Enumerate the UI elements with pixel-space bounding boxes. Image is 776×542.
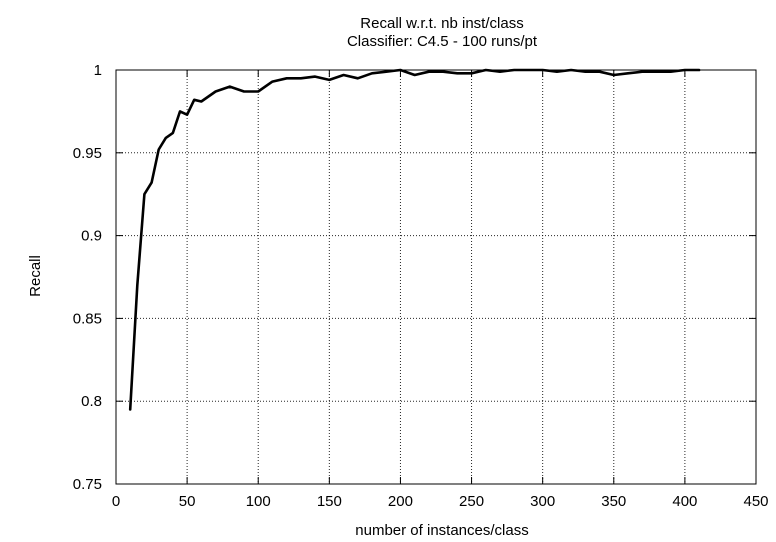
- series-line: [128, 68, 701, 411]
- x-tick-label: 100: [246, 493, 271, 510]
- series-layer: [128, 68, 701, 411]
- x-tick-label: 450: [743, 493, 768, 510]
- chart-title: Recall w.r.t. nb inst/class: [360, 15, 523, 32]
- x-tick-label: 150: [317, 493, 342, 510]
- x-tick-label: 0: [112, 493, 120, 510]
- y-tick-label: 0.95: [73, 145, 102, 162]
- y-tick-label: 0.75: [73, 476, 102, 493]
- x-tick-label: 250: [459, 493, 484, 510]
- x-tick-label: 400: [672, 493, 697, 510]
- x-axis-label: number of instances/class: [355, 522, 528, 539]
- y-tick-label: 0.8: [81, 393, 102, 410]
- chart-subtitle: Classifier: C4.5 - 100 runs/pt: [347, 33, 538, 50]
- plot-frame: [115, 69, 757, 485]
- grid: [116, 70, 756, 484]
- x-tick-label: 200: [388, 493, 413, 510]
- x-tick-label: 50: [179, 493, 196, 510]
- y-tick-label: 0.85: [73, 310, 102, 327]
- y-axis-label: Recall: [27, 255, 44, 297]
- y-tick-label: 1: [94, 62, 102, 79]
- x-tick-label: 350: [601, 493, 626, 510]
- x-tick-label: 300: [530, 493, 555, 510]
- axis-ticks: 0 50 100 150 200 250 300 350 400 450 0.75 0.8 0.85 0.…: [73, 62, 769, 510]
- y-tick-label: 0.9: [81, 228, 102, 245]
